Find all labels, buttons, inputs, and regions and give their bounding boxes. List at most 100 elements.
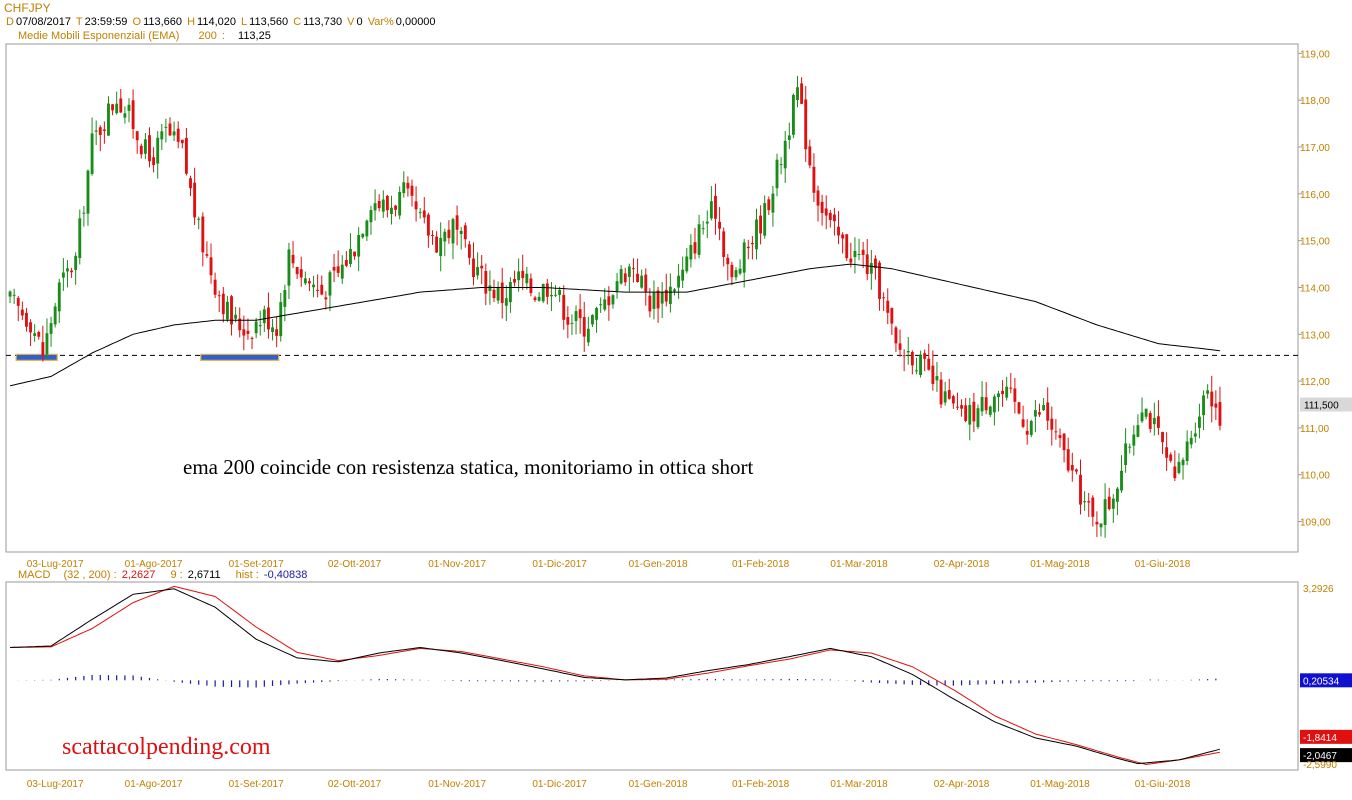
candle-body <box>1189 437 1193 445</box>
candle-body <box>451 219 455 244</box>
candle-body <box>615 281 619 292</box>
candle-body <box>29 322 32 333</box>
candle-body <box>49 323 53 334</box>
candle-body <box>549 294 553 297</box>
candle-body <box>1193 433 1197 437</box>
support-mark <box>200 353 280 361</box>
var-value: 0,00000 <box>395 16 436 28</box>
candle-body <box>242 329 246 336</box>
candle-body <box>554 294 557 296</box>
candle-body <box>759 215 763 234</box>
candle-body <box>943 391 947 403</box>
candle-body <box>221 293 225 315</box>
candle-body <box>139 145 143 155</box>
candle-body <box>324 297 328 300</box>
price-tick-label: 113,00 <box>1300 330 1330 341</box>
candle-body <box>898 343 902 350</box>
candle-body <box>107 103 110 136</box>
candle-body <box>508 282 512 303</box>
candle-body <box>1210 391 1214 407</box>
candle-body <box>70 270 74 273</box>
candle-body <box>299 269 303 278</box>
macd-tag-label: -1,8414 <box>1303 733 1337 744</box>
candle-body <box>906 351 910 353</box>
candle-body <box>619 269 623 284</box>
macd-value: 2,2627 <box>121 569 156 581</box>
candle-body <box>369 210 373 223</box>
candle-body <box>1169 454 1173 461</box>
x-axis-label: 01-Nov-2017 <box>428 779 486 790</box>
candle-body <box>919 354 922 375</box>
var-label: Var% <box>367 16 394 28</box>
macd-line <box>10 588 1221 765</box>
candle-body <box>365 220 369 237</box>
candle-body <box>152 157 156 166</box>
high-label: H <box>187 16 196 28</box>
candle-body <box>878 262 881 299</box>
candle-body <box>61 272 65 278</box>
candle-body <box>726 257 730 265</box>
candle-body <box>500 282 504 303</box>
x-axis-label: 01-Nov-2017 <box>428 559 486 570</box>
candle-body <box>595 307 598 320</box>
candle-body <box>1062 433 1066 451</box>
candle-body <box>168 123 172 136</box>
candle-body <box>57 282 61 312</box>
open-label: O <box>132 16 142 28</box>
candle-body <box>1054 431 1058 433</box>
x-axis-label: 03-Lug-2017 <box>27 559 84 570</box>
candle-body <box>910 351 914 366</box>
candle-body <box>779 164 783 166</box>
macd-label: MACD <box>18 569 51 581</box>
x-axis-label: 01-Giu-2018 <box>1135 779 1191 790</box>
signal-period: 9 : <box>170 569 183 581</box>
x-axis-label: 02-Apr-2018 <box>934 779 990 790</box>
candle-body <box>492 289 496 299</box>
watermark-text: scattacolpending.com <box>62 734 271 760</box>
x-axis-label: 01-Feb-2018 <box>732 559 790 570</box>
candle-body <box>1013 388 1017 402</box>
candle-body <box>865 254 869 275</box>
candle-body <box>385 195 389 211</box>
candle-body <box>931 365 935 384</box>
macd-value-tag <box>1300 673 1352 688</box>
x-axis-label: 01-Feb-2018 <box>732 779 790 790</box>
candle-body <box>1115 488 1119 502</box>
candle-body <box>1185 441 1189 461</box>
candle-body <box>435 236 439 253</box>
candle-body <box>496 286 500 301</box>
candle-body <box>562 294 566 320</box>
candle-body <box>861 249 865 255</box>
candle-body <box>603 299 607 310</box>
candle-body <box>455 215 459 230</box>
candle-body <box>381 199 385 212</box>
candle-body <box>960 405 963 409</box>
ohlc-header: D 07/08/2017 T 23:59:59 O 113,660 H 114,020 … <box>6 16 438 28</box>
candle-body <box>787 135 791 140</box>
price-y-axis: 119,00 118,00 117,00 116,00 115,00 114,00 113,… <box>1298 49 1331 529</box>
candle-body <box>33 333 37 337</box>
candle-body <box>361 233 365 238</box>
candle-body <box>673 289 676 292</box>
candle-body <box>796 87 799 100</box>
candle-body <box>718 221 722 229</box>
x-axis-label: 01-Ago-2017 <box>125 779 183 790</box>
candle-body <box>115 103 119 114</box>
macd-panel-frame <box>5 581 1299 771</box>
candle-body <box>234 314 238 319</box>
x-axis-label: 01-Dic-2017 <box>532 779 587 790</box>
ema-value: 113,25 <box>238 30 271 42</box>
price-tick-label: 118,00 <box>1300 96 1330 107</box>
chart-annotation: ema 200 coincide con resistenza statica,… <box>183 455 754 479</box>
candle-body <box>16 297 20 306</box>
candle-body <box>78 218 82 259</box>
candle-body <box>1128 446 1132 448</box>
candle-body <box>783 140 787 169</box>
candle-body <box>951 396 955 404</box>
candle-body <box>545 283 549 297</box>
candle-body <box>902 355 906 357</box>
candle-body <box>1050 418 1054 430</box>
candle-body <box>123 113 127 118</box>
candle-body <box>480 265 484 269</box>
symbol-title: CHFJPY <box>4 1 53 15</box>
